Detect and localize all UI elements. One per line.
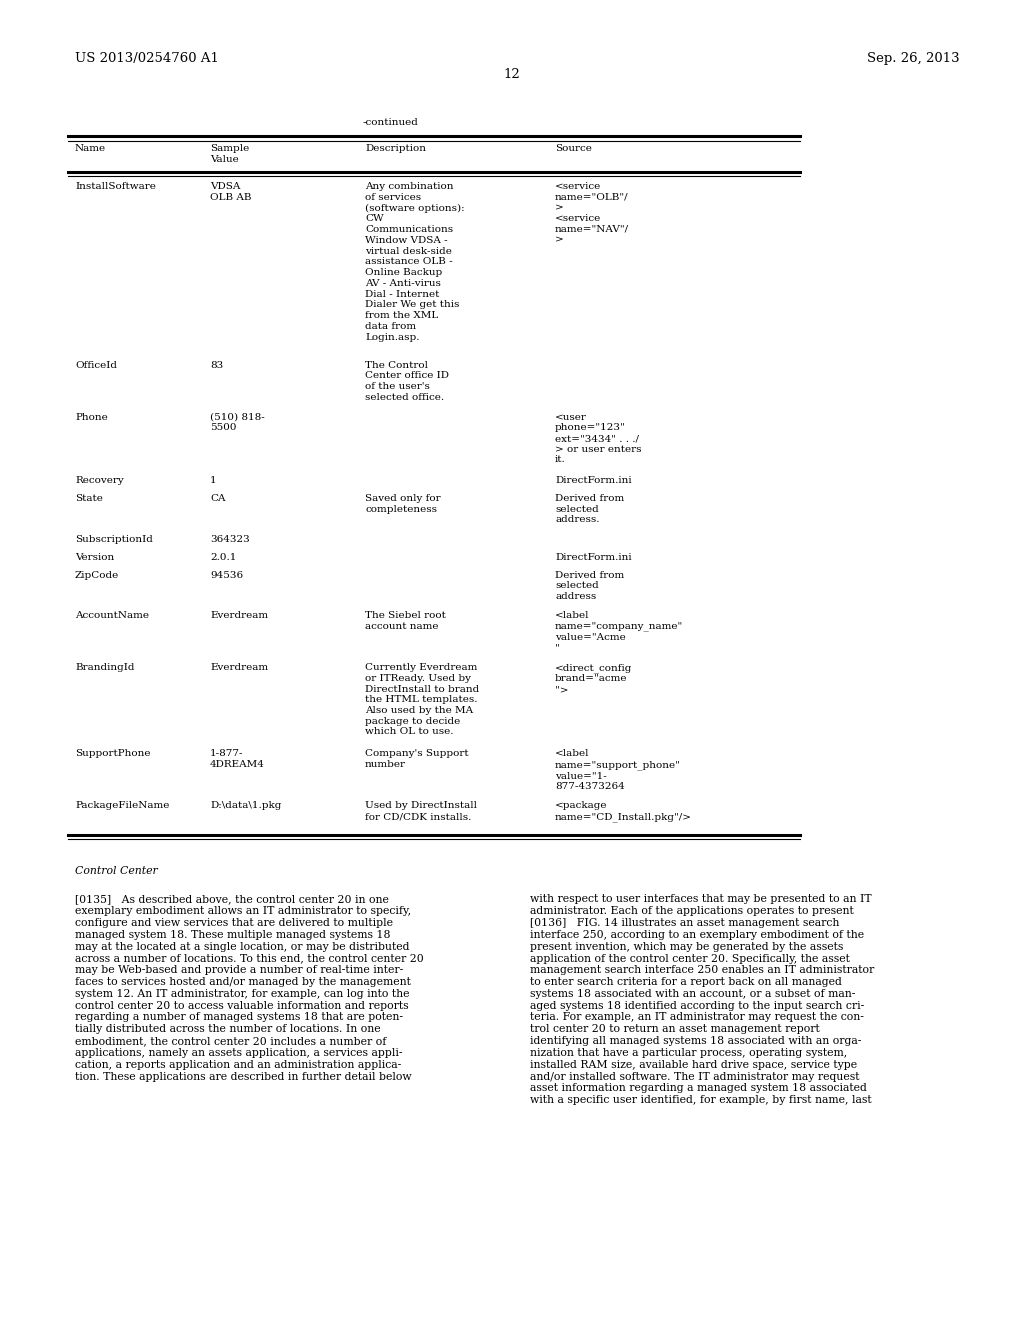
Text: 83: 83 xyxy=(210,360,223,370)
Text: across a number of locations. To this end, the control center 20: across a number of locations. To this en… xyxy=(75,953,424,964)
Text: <label
name="company_name"
value="Acme
": <label name="company_name" value="Acme " xyxy=(555,611,683,653)
Text: Description: Description xyxy=(365,144,426,153)
Text: managed system 18. These multiple managed systems 18: managed system 18. These multiple manage… xyxy=(75,929,390,940)
Text: AccountName: AccountName xyxy=(75,611,150,620)
Text: SubscriptionId: SubscriptionId xyxy=(75,535,153,544)
Text: aged systems 18 identified according to the input search cri-: aged systems 18 identified according to … xyxy=(530,1001,864,1011)
Text: Company's Support
number: Company's Support number xyxy=(365,750,469,770)
Text: embodiment, the control center 20 includes a number of: embodiment, the control center 20 includ… xyxy=(75,1036,386,1045)
Text: US 2013/0254760 A1: US 2013/0254760 A1 xyxy=(75,51,219,65)
Text: Derived from
selected
address.: Derived from selected address. xyxy=(555,494,625,524)
Text: Any combination
of services
(software options):
CW
Communications
Window VDSA -
: Any combination of services (software op… xyxy=(365,182,465,342)
Text: Sample
Value: Sample Value xyxy=(210,144,249,164)
Text: 364323: 364323 xyxy=(210,535,250,544)
Text: Phone: Phone xyxy=(75,412,108,421)
Text: -continued: -continued xyxy=(362,117,418,127)
Text: Everdream: Everdream xyxy=(210,663,268,672)
Text: with respect to user interfaces that may be presented to an IT: with respect to user interfaces that may… xyxy=(530,895,871,904)
Text: Saved only for
completeness: Saved only for completeness xyxy=(365,494,440,513)
Text: administrator. Each of the applications operates to present: administrator. Each of the applications … xyxy=(530,907,854,916)
Text: system 12. An IT administrator, for example, can log into the: system 12. An IT administrator, for exam… xyxy=(75,989,410,999)
Text: CA: CA xyxy=(210,494,225,503)
Text: interface 250, according to an exemplary embodiment of the: interface 250, according to an exemplary… xyxy=(530,929,864,940)
Text: Currently Everdream
or ITReady. Used by
DirectInstall to brand
the HTML template: Currently Everdream or ITReady. Used by … xyxy=(365,663,479,737)
Text: Version: Version xyxy=(75,553,115,561)
Text: [0136]   FIG. 14 illustrates an asset management search: [0136] FIG. 14 illustrates an asset mana… xyxy=(530,919,840,928)
Text: BrandingId: BrandingId xyxy=(75,663,134,672)
Text: management search interface 250 enables an IT administrator: management search interface 250 enables … xyxy=(530,965,874,975)
Text: asset information regarding a managed system 18 associated: asset information regarding a managed sy… xyxy=(530,1084,867,1093)
Text: identifying all managed systems 18 associated with an orga-: identifying all managed systems 18 assoc… xyxy=(530,1036,861,1045)
Text: ZipCode: ZipCode xyxy=(75,570,119,579)
Text: DirectForm.ini: DirectForm.ini xyxy=(555,477,632,484)
Text: faces to services hosted and/or managed by the management: faces to services hosted and/or managed … xyxy=(75,977,411,987)
Text: installed RAM size, available hard drive space, service type: installed RAM size, available hard drive… xyxy=(530,1060,857,1069)
Text: tially distributed across the number of locations. In one: tially distributed across the number of … xyxy=(75,1024,381,1035)
Text: SupportPhone: SupportPhone xyxy=(75,750,151,759)
Text: InstallSoftware: InstallSoftware xyxy=(75,182,156,191)
Text: 94536: 94536 xyxy=(210,570,243,579)
Text: Everdream: Everdream xyxy=(210,611,268,620)
Text: (510) 818-
5500: (510) 818- 5500 xyxy=(210,412,265,432)
Text: teria. For example, an IT administrator may request the con-: teria. For example, an IT administrator … xyxy=(530,1012,864,1023)
Text: 2.0.1: 2.0.1 xyxy=(210,553,237,561)
Text: DirectForm.ini: DirectForm.ini xyxy=(555,553,632,561)
Text: Derived from
selected
address: Derived from selected address xyxy=(555,570,625,601)
Text: <label
name="support_phone"
value="1-
877-4373264: <label name="support_phone" value="1- 87… xyxy=(555,750,681,792)
Text: trol center 20 to return an asset management report: trol center 20 to return an asset manage… xyxy=(530,1024,820,1035)
Text: Sep. 26, 2013: Sep. 26, 2013 xyxy=(867,51,961,65)
Text: nization that have a particular process, operating system,: nization that have a particular process,… xyxy=(530,1048,847,1057)
Text: PackageFileName: PackageFileName xyxy=(75,801,169,810)
Text: 1: 1 xyxy=(210,477,217,484)
Text: configure and view services that are delivered to multiple: configure and view services that are del… xyxy=(75,919,393,928)
Text: regarding a number of managed systems 18 that are poten-: regarding a number of managed systems 18… xyxy=(75,1012,403,1023)
Text: The Siebel root
account name: The Siebel root account name xyxy=(365,611,445,631)
Text: Name: Name xyxy=(75,144,106,153)
Text: systems 18 associated with an account, or a subset of man-: systems 18 associated with an account, o… xyxy=(530,989,855,999)
Text: D:\data\1.pkg: D:\data\1.pkg xyxy=(210,801,282,810)
Text: OfficeId: OfficeId xyxy=(75,360,117,370)
Text: <direct_config
brand="acme
">: <direct_config brand="acme "> xyxy=(555,663,633,694)
Text: <service
name="OLB"/
>
<service
name="NAV"/
>: <service name="OLB"/ > <service name="NA… xyxy=(555,182,629,244)
Text: may at the located at a single location, or may be distributed: may at the located at a single location,… xyxy=(75,941,410,952)
Text: tion. These applications are described in further detail below: tion. These applications are described i… xyxy=(75,1072,412,1081)
Text: with a specific user identified, for example, by first name, last: with a specific user identified, for exa… xyxy=(530,1096,871,1105)
Text: application of the control center 20. Specifically, the asset: application of the control center 20. Sp… xyxy=(530,953,850,964)
Text: control center 20 to access valuable information and reports: control center 20 to access valuable inf… xyxy=(75,1001,409,1011)
Text: applications, namely an assets application, a services appli-: applications, namely an assets applicati… xyxy=(75,1048,402,1057)
Text: State: State xyxy=(75,494,102,503)
Text: Source: Source xyxy=(555,144,592,153)
Text: 1-877-
4DREAM4: 1-877- 4DREAM4 xyxy=(210,750,265,770)
Text: exemplary embodiment allows an IT administrator to specify,: exemplary embodiment allows an IT admini… xyxy=(75,907,411,916)
Text: may be Web-based and provide a number of real-time inter-: may be Web-based and provide a number of… xyxy=(75,965,403,975)
Text: <user
phone="123"
ext="3434" . . ./
> or user enters
it.: <user phone="123" ext="3434" . . ./ > or… xyxy=(555,412,641,465)
Text: <package
name="CD_Install.pkg"/>: <package name="CD_Install.pkg"/> xyxy=(555,801,692,822)
Text: VDSA
OLB AB: VDSA OLB AB xyxy=(210,182,252,202)
Text: to enter search criteria for a report back on all managed: to enter search criteria for a report ba… xyxy=(530,977,842,987)
Text: Used by DirectInstall
for CD/CDK installs.: Used by DirectInstall for CD/CDK install… xyxy=(365,801,477,821)
Text: 12: 12 xyxy=(504,69,520,81)
Text: Recovery: Recovery xyxy=(75,477,124,484)
Text: The Control
Center office ID
of the user's
selected office.: The Control Center office ID of the user… xyxy=(365,360,449,401)
Text: Control Center: Control Center xyxy=(75,866,158,876)
Text: [0135]   As described above, the control center 20 in one: [0135] As described above, the control c… xyxy=(75,895,389,904)
Text: cation, a reports application and an administration applica-: cation, a reports application and an adm… xyxy=(75,1060,401,1069)
Text: and/or installed software. The IT administrator may request: and/or installed software. The IT admini… xyxy=(530,1072,859,1081)
Text: present invention, which may be generated by the assets: present invention, which may be generate… xyxy=(530,941,844,952)
